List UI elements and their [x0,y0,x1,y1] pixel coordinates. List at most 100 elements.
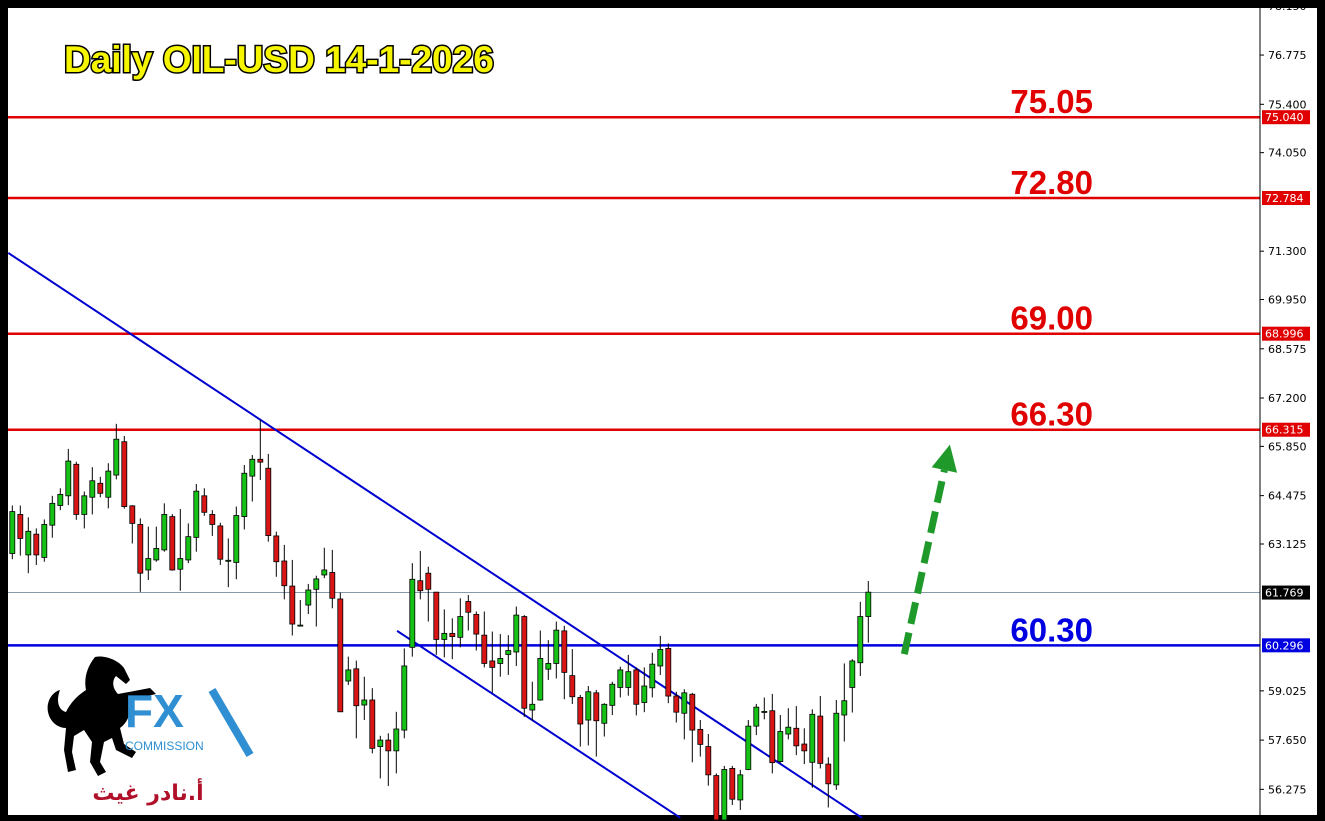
candle [649,652,656,698]
candle [809,709,816,788]
candle [409,563,416,657]
candle [545,640,552,680]
axis-tick-label: 57.650 [1268,734,1307,747]
candle-body-down [97,482,104,494]
candle-body-up [41,524,48,558]
candle-body-up [393,728,400,752]
candle-body-down [697,728,704,745]
candle [169,514,176,571]
candle [393,711,400,774]
candle [641,667,648,713]
candle [729,765,736,805]
candle-body-down [201,495,208,513]
candle [593,689,600,757]
candle-body-down [577,697,584,725]
candle-body-up [505,650,512,655]
candle [745,720,752,771]
axis-tick-label: 65.850 [1268,440,1307,453]
candle [769,693,776,774]
candle-body-down [801,743,808,752]
candle-body-down [433,591,440,640]
logo-brand: FX [125,685,184,737]
candle-body-down [713,775,720,821]
candle [481,611,488,668]
candle-body-up [529,703,536,711]
candle-body-up [649,663,656,689]
price-tag-label: 75.040 [1265,111,1304,124]
candle-body-down [289,585,296,625]
candle [25,517,32,574]
candle [697,720,704,757]
price-tag-label: 72.784 [1265,192,1304,205]
candle-body-up [161,514,168,551]
candle [97,476,104,498]
dashed-arrow-shaft [900,469,948,655]
candle-body-up [497,658,504,664]
price-tag [1262,638,1310,653]
candle-body-down [33,533,40,556]
axis-tick-label: 69.950 [1268,294,1307,307]
axis-tick-label: 63.125 [1268,538,1307,551]
candle-body-up [57,493,64,506]
candle [537,630,544,701]
candle [433,591,440,655]
candle-body-up [225,559,232,562]
axis-tick-label: 56.275 [1268,783,1307,796]
candle [121,435,128,509]
candle-body-up [105,470,112,498]
axis-tick-label: 76.775 [1268,49,1307,62]
arrow-head-icon [931,444,958,473]
candle [497,634,504,677]
price-tag-label: 66.315 [1265,424,1304,437]
candle [673,691,680,723]
candle [777,715,784,763]
candle-body-up [9,511,16,554]
candle-body-down [265,467,272,536]
candle-body-up [49,502,56,526]
candle [193,483,200,552]
candle-body-down [217,525,224,560]
candle-body-down [17,514,24,539]
price-tag-label: 68.996 [1265,328,1304,341]
candle-body-down [385,739,392,752]
candle [313,575,320,627]
axis-tick-label: 71.300 [1268,245,1307,258]
candle-body-up [681,692,688,714]
axis-tick-label: 67.200 [1268,392,1307,405]
candle [185,523,192,564]
candle [553,621,560,679]
candle-body-up [513,614,520,653]
price-tag [1262,422,1310,437]
candle-body-down [561,630,568,673]
price-tag-label: 60.296 [1265,639,1304,652]
candle [161,503,168,552]
candle-body-down [369,699,376,749]
axis-tick-label: 74.050 [1268,147,1307,160]
resistance-level-label: 72.80 [1010,164,1093,201]
candle-body-up [617,669,624,688]
candle-body-up [441,632,448,640]
candle [489,631,496,693]
candle [705,734,712,786]
candle [529,681,536,721]
candle-body-down [705,746,712,776]
candle [225,538,232,588]
candle [209,510,216,536]
candle [265,453,272,542]
candle [505,635,512,675]
current-price-tag [1262,585,1310,600]
candle [457,598,464,648]
support-level-label: 60.30 [1010,611,1093,648]
candle [241,465,248,530]
axis-tick-label: 68.575 [1268,343,1307,356]
current-price-tag-label: 61.769 [1265,587,1304,600]
candle-body-down [689,693,696,731]
candle [865,581,872,643]
candle [233,506,240,580]
candle-body-down [449,632,456,637]
candle [425,566,432,622]
candle [273,531,280,577]
candle-body-down [489,660,496,668]
candle [385,733,392,786]
